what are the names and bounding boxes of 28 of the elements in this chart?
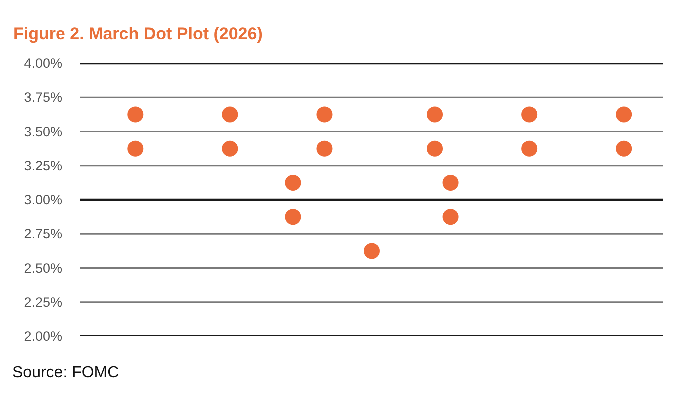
point	[364, 243, 380, 260]
point	[427, 140, 444, 157]
y-tick-label: 2.75%	[24, 226, 63, 242]
point	[522, 106, 538, 123]
source-note: Source: FOMC	[12, 364, 120, 382]
point	[316, 106, 333, 123]
y-tick-label: 3.25%	[24, 158, 63, 174]
point	[222, 140, 238, 157]
y-tick-label: 4.00%	[24, 56, 63, 71]
point	[316, 140, 333, 157]
point	[222, 106, 238, 123]
point	[128, 140, 144, 157]
point	[285, 174, 302, 191]
point	[522, 140, 538, 157]
y-tick-label: 3.75%	[24, 90, 63, 106]
y-tick-label: 3.00%	[24, 192, 63, 208]
point	[442, 209, 459, 226]
y-tick-label: 2.25%	[24, 294, 63, 310]
y-tick-label: 2.50%	[24, 260, 63, 276]
y-tick-label: 2.00%	[24, 329, 63, 344]
point	[427, 106, 444, 123]
point	[128, 106, 144, 123]
point	[616, 106, 632, 123]
point	[616, 140, 632, 157]
chart-title: Figure 2. March Dot Plot (2026)	[14, 24, 263, 44]
point	[442, 174, 459, 191]
point	[285, 209, 302, 226]
y-tick-label: 3.50%	[24, 124, 63, 140]
